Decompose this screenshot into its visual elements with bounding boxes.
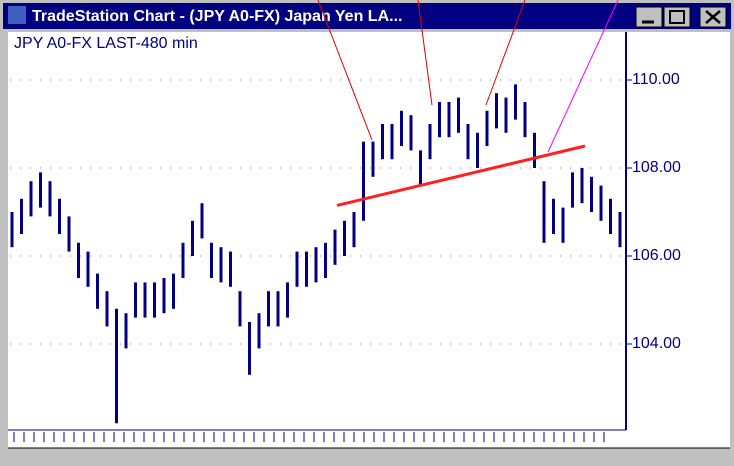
y-tick-label: 110.00	[632, 71, 680, 88]
annotation-lines	[317, 0, 619, 153]
chart-label: JPY A0-FX LAST-480 min	[14, 35, 198, 52]
minimize-button[interactable]	[635, 6, 663, 28]
trendline	[336, 144, 586, 207]
title-bar	[3, 3, 731, 29]
window-title: TradeStation Chart - (JPY A0-FX) Japan Y…	[32, 8, 402, 25]
chart-area	[8, 32, 730, 448]
y-tick-label: 106.00	[632, 247, 681, 264]
y-tick-label: 104.00	[632, 335, 681, 352]
y-tick-label: 108.00	[632, 159, 681, 176]
app-icon	[8, 6, 26, 24]
